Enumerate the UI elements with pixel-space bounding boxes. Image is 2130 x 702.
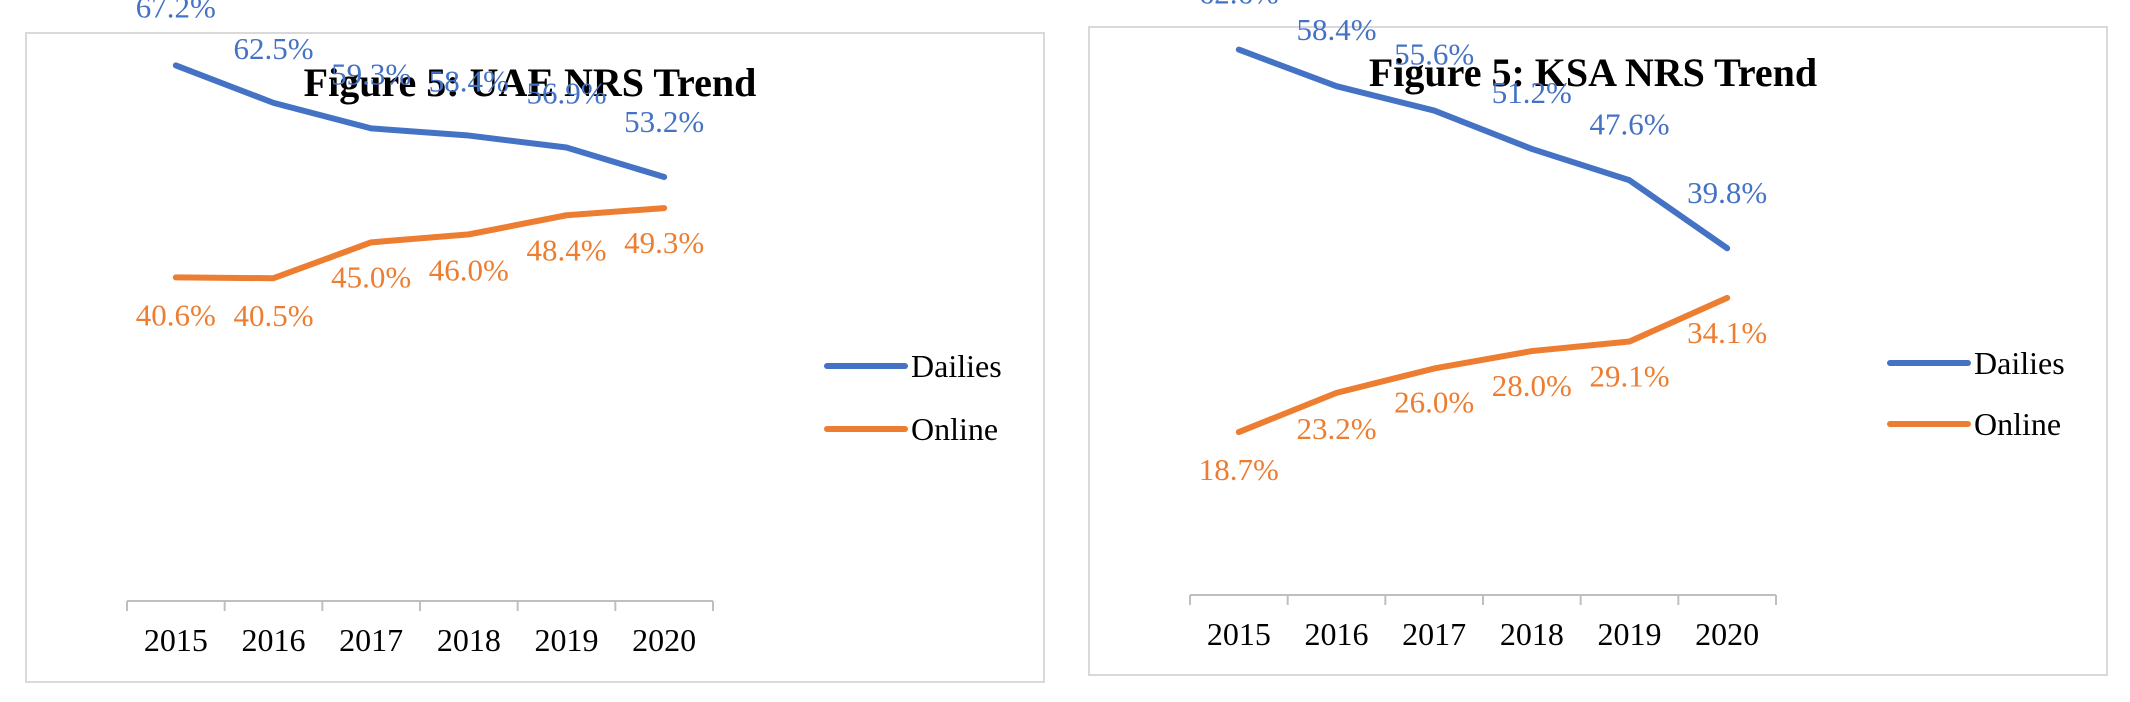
x-tick-label: 2019 (1598, 616, 1662, 652)
legend-label-dailies: Dailies (911, 348, 1002, 384)
chart-title: Figure 5: KSA NRS Trend (1369, 50, 1817, 95)
data-label-online: 40.6% (136, 297, 216, 332)
x-tick-label: 2020 (1695, 616, 1759, 652)
legend-label-online: Online (911, 411, 998, 447)
x-tick-label: 2017 (339, 622, 403, 658)
x-tick-label: 2018 (1500, 616, 1564, 652)
data-label-dailies: 62.5% (233, 31, 313, 66)
data-label-online: 18.7% (1199, 452, 1279, 487)
legend-label-online: Online (1974, 406, 2061, 442)
chart-svg: Figure 5: UAE NRS Trend 2015 2016 2017 2018 2… (126, 0, 1002, 658)
data-label-dailies: 67.2% (136, 0, 216, 24)
uae-nrs-chart: Figure 5: UAE NRS Trend 2015 2016 2017 2018 2… (25, 0, 1045, 683)
data-label-dailies: 55.6% (1394, 37, 1474, 72)
series-line-online (1235, 294, 1731, 436)
data-label-online: 34.1% (1687, 315, 1767, 350)
legend-label-dailies: Dailies (1974, 345, 2065, 381)
data-label-online: 48.4% (526, 232, 606, 267)
series-line-dailies (1235, 46, 1731, 252)
data-label-online: 40.5% (233, 298, 313, 333)
chart-title: Figure 5: UAE NRS Trend (304, 60, 757, 105)
data-label-online: 29.1% (1589, 358, 1669, 393)
x-tick-label: 2015 (1207, 616, 1271, 652)
data-label-online: 46.0% (429, 252, 509, 287)
data-label-online: 23.2% (1296, 411, 1376, 446)
data-label-dailies: 56.9% (526, 76, 606, 111)
data-label-dailies: 62.6% (1199, 0, 1279, 11)
data-label-online: 26.0% (1394, 384, 1474, 419)
data-label-online: 49.3% (624, 225, 704, 260)
data-label-dailies: 58.4% (429, 64, 509, 99)
data-label-dailies: 51.2% (1492, 75, 1572, 110)
data-label-dailies: 39.8% (1687, 175, 1767, 210)
x-tick-label: 2017 (1402, 616, 1466, 652)
chart-svg: Figure 5: KSA NRS Trend 2015 2016 2017 2018 2… (1189, 0, 2065, 652)
series-line-dailies (172, 62, 668, 180)
data-label-dailies: 59.3% (331, 56, 411, 91)
data-label-dailies: 47.6% (1589, 106, 1669, 141)
x-tick-label: 2020 (632, 622, 696, 658)
x-tick-label: 2016 (242, 622, 306, 658)
x-tick-label: 2019 (535, 622, 599, 658)
data-label-dailies: 53.2% (624, 104, 704, 139)
data-label-dailies: 58.4% (1296, 12, 1376, 47)
x-tick-label: 2015 (144, 622, 208, 658)
x-tick-label: 2016 (1305, 616, 1369, 652)
ksa-nrs-chart: Figure 5: KSA NRS Trend 2015 2016 2017 2018 2… (1088, 0, 2108, 676)
data-label-online: 28.0% (1492, 368, 1572, 403)
data-label-online: 45.0% (331, 259, 411, 294)
x-tick-label: 2018 (437, 622, 501, 658)
series-line-online (172, 205, 668, 282)
